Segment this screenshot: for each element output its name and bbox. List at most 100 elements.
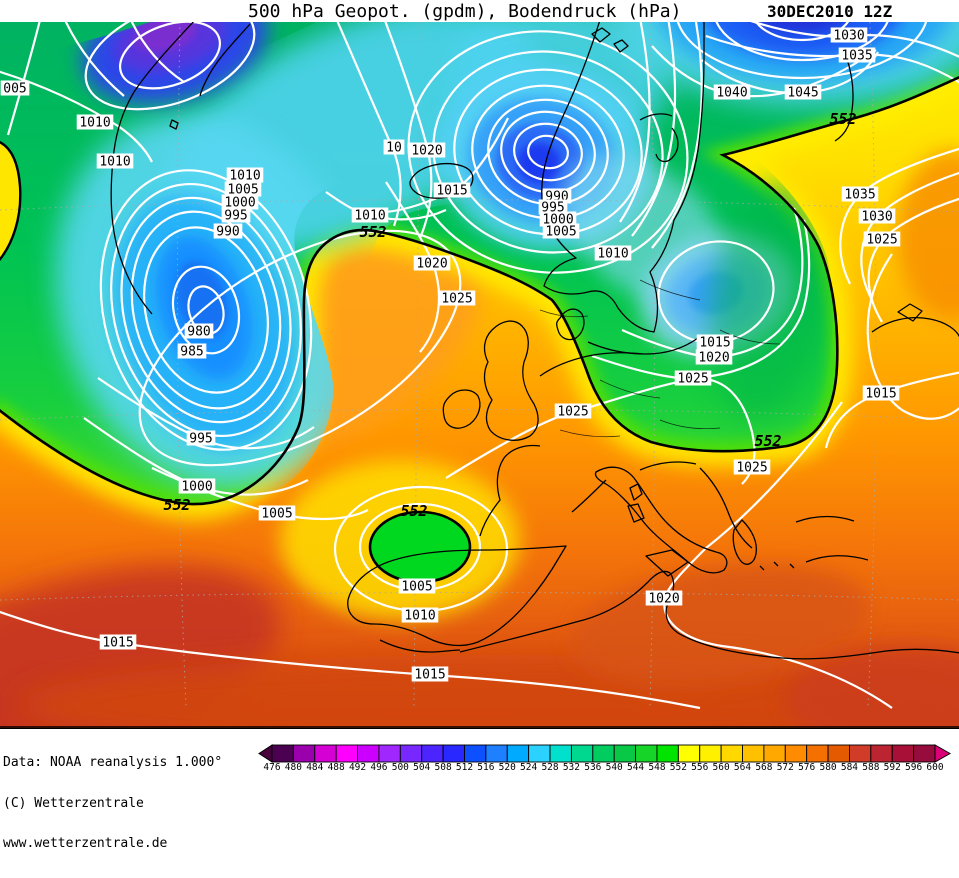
colorbar-tick-label: 548 [648,762,665,771]
isobar-contour [866,253,959,420]
isobar-contour [138,229,462,467]
cutoff-low-552-contour [368,510,472,584]
country-border [559,429,621,438]
colorbar-cell [806,744,829,763]
warm-wedge-west [0,142,21,260]
colorbar-cell [635,744,658,763]
geopotential-552-label: 552 [163,496,190,514]
coastline [556,308,585,341]
coastline [613,39,629,53]
coastline [897,303,923,322]
weather-map-page: { "header": { "title": "500 hPa Geopot. … [0,0,959,850]
height-shading-blob [0,565,281,728]
colorbar-cell [784,744,808,763]
isobar-contour [527,134,569,170]
isobar-label: 1025 [438,290,476,307]
colorbar-tick-label: 564 [734,762,751,771]
isobar-contour [0,610,701,710]
colorbar-cell [549,744,572,763]
isobar-contour [143,226,269,394]
country-border [599,379,661,399]
colorbar-tick-label: 560 [713,762,730,771]
coastline [759,561,795,571]
isobar-contour [591,219,811,380]
coastline [379,639,461,653]
isobar-label: 1010 [351,207,389,224]
coastline [479,444,541,537]
coastline [199,23,251,97]
isobar-label: 1015 [433,182,471,199]
colorbar-tick-label: 576 [798,762,815,771]
coastline [591,27,611,43]
map-title-bar: 500 hPa Geopot. (gpdm), Bodendruck (hPa)… [0,0,959,22]
svg-text:1020: 1020 [698,351,729,366]
isobar-contour [118,22,222,90]
isobar-label: 1000 [221,194,259,211]
weather-map: 005 1010 1010 1010 1005 1000 995 990 980… [0,22,959,728]
colorbar-cell [357,744,380,763]
coastline [639,113,679,163]
isobar-label: 990 [213,223,243,240]
isobar-label: 995 [186,430,216,447]
isobar-contour [619,22,651,223]
graticule-line [413,22,421,707]
isobar-label: 1035 [841,186,879,203]
isobar-label: 1020 [645,590,683,607]
colorbar-tick-label: 500 [392,762,409,771]
colorbar-cell [314,744,337,763]
colorbar-tick-label: 492 [349,762,366,771]
coastline [795,515,869,563]
colorbar-tick-label: 584 [841,762,858,771]
isobar-label: 1020 [413,255,451,272]
credit-line-copyright: (C) Wetterzentrale [3,795,144,811]
country-border [659,419,721,430]
svg-text:980: 980 [187,325,210,340]
credit-line-website: www.wetterzentrale.de [3,836,168,851]
coastline [571,479,607,513]
coastline [541,22,705,333]
colorbar-cell [292,744,316,763]
colorbar-cell [378,744,401,763]
svg-text:1000: 1000 [224,196,255,211]
svg-text:1015: 1015 [436,184,467,199]
isobar-contour [120,196,292,424]
colorbar-cell [913,744,936,763]
isobar-label: 1005 [224,181,262,198]
colorbar-tick-label: 588 [862,762,879,771]
svg-text:1015: 1015 [699,336,730,351]
colorbar-tick-label: 592 [884,762,901,771]
colorbar-cell [870,744,893,763]
isobar-label: 1010 [76,114,114,131]
height-contour-552 [0,140,22,262]
isobar-label: 1000 [178,478,216,495]
coastline [347,545,567,647]
coastline [871,317,959,338]
coastline [169,119,179,130]
footer: Data: NOAA reanalysis 1.000° (C) Wetterz… [0,728,959,850]
isobar-label: 1015 [99,634,137,651]
isobar-contour [676,22,928,80]
isobar-contour [110,182,302,438]
map-title: 500 hPa Geopot. (gpdm), Bodendruck (hPa) [248,1,682,22]
height-shading-blob [655,22,955,82]
svg-text:1040: 1040 [716,86,747,101]
coastline [442,389,481,429]
svg-text:990: 990 [216,225,239,240]
graticule-line [0,592,959,601]
colorbar-tick-label: 544 [627,762,644,771]
colorbar-tick-label: 488 [328,762,345,771]
isobar-label: 10 [383,139,405,156]
svg-text:1000: 1000 [181,480,212,495]
svg-text:995: 995 [189,432,212,447]
geopotential-552-label: 552 [829,110,856,128]
colorbar-tick-label: 536 [584,762,601,771]
svg-text:1020: 1020 [411,144,442,159]
colorbar-cell [485,744,508,763]
isobar-label: 1025 [733,459,771,476]
colorbar-tick-label: 540 [606,762,623,771]
svg-text:995: 995 [224,209,247,224]
geopotential-552-label: 552 [754,432,781,450]
svg-text:1005: 1005 [261,507,292,522]
isobar-label: 1005 [398,578,436,595]
svg-text:1010: 1010 [597,247,628,262]
